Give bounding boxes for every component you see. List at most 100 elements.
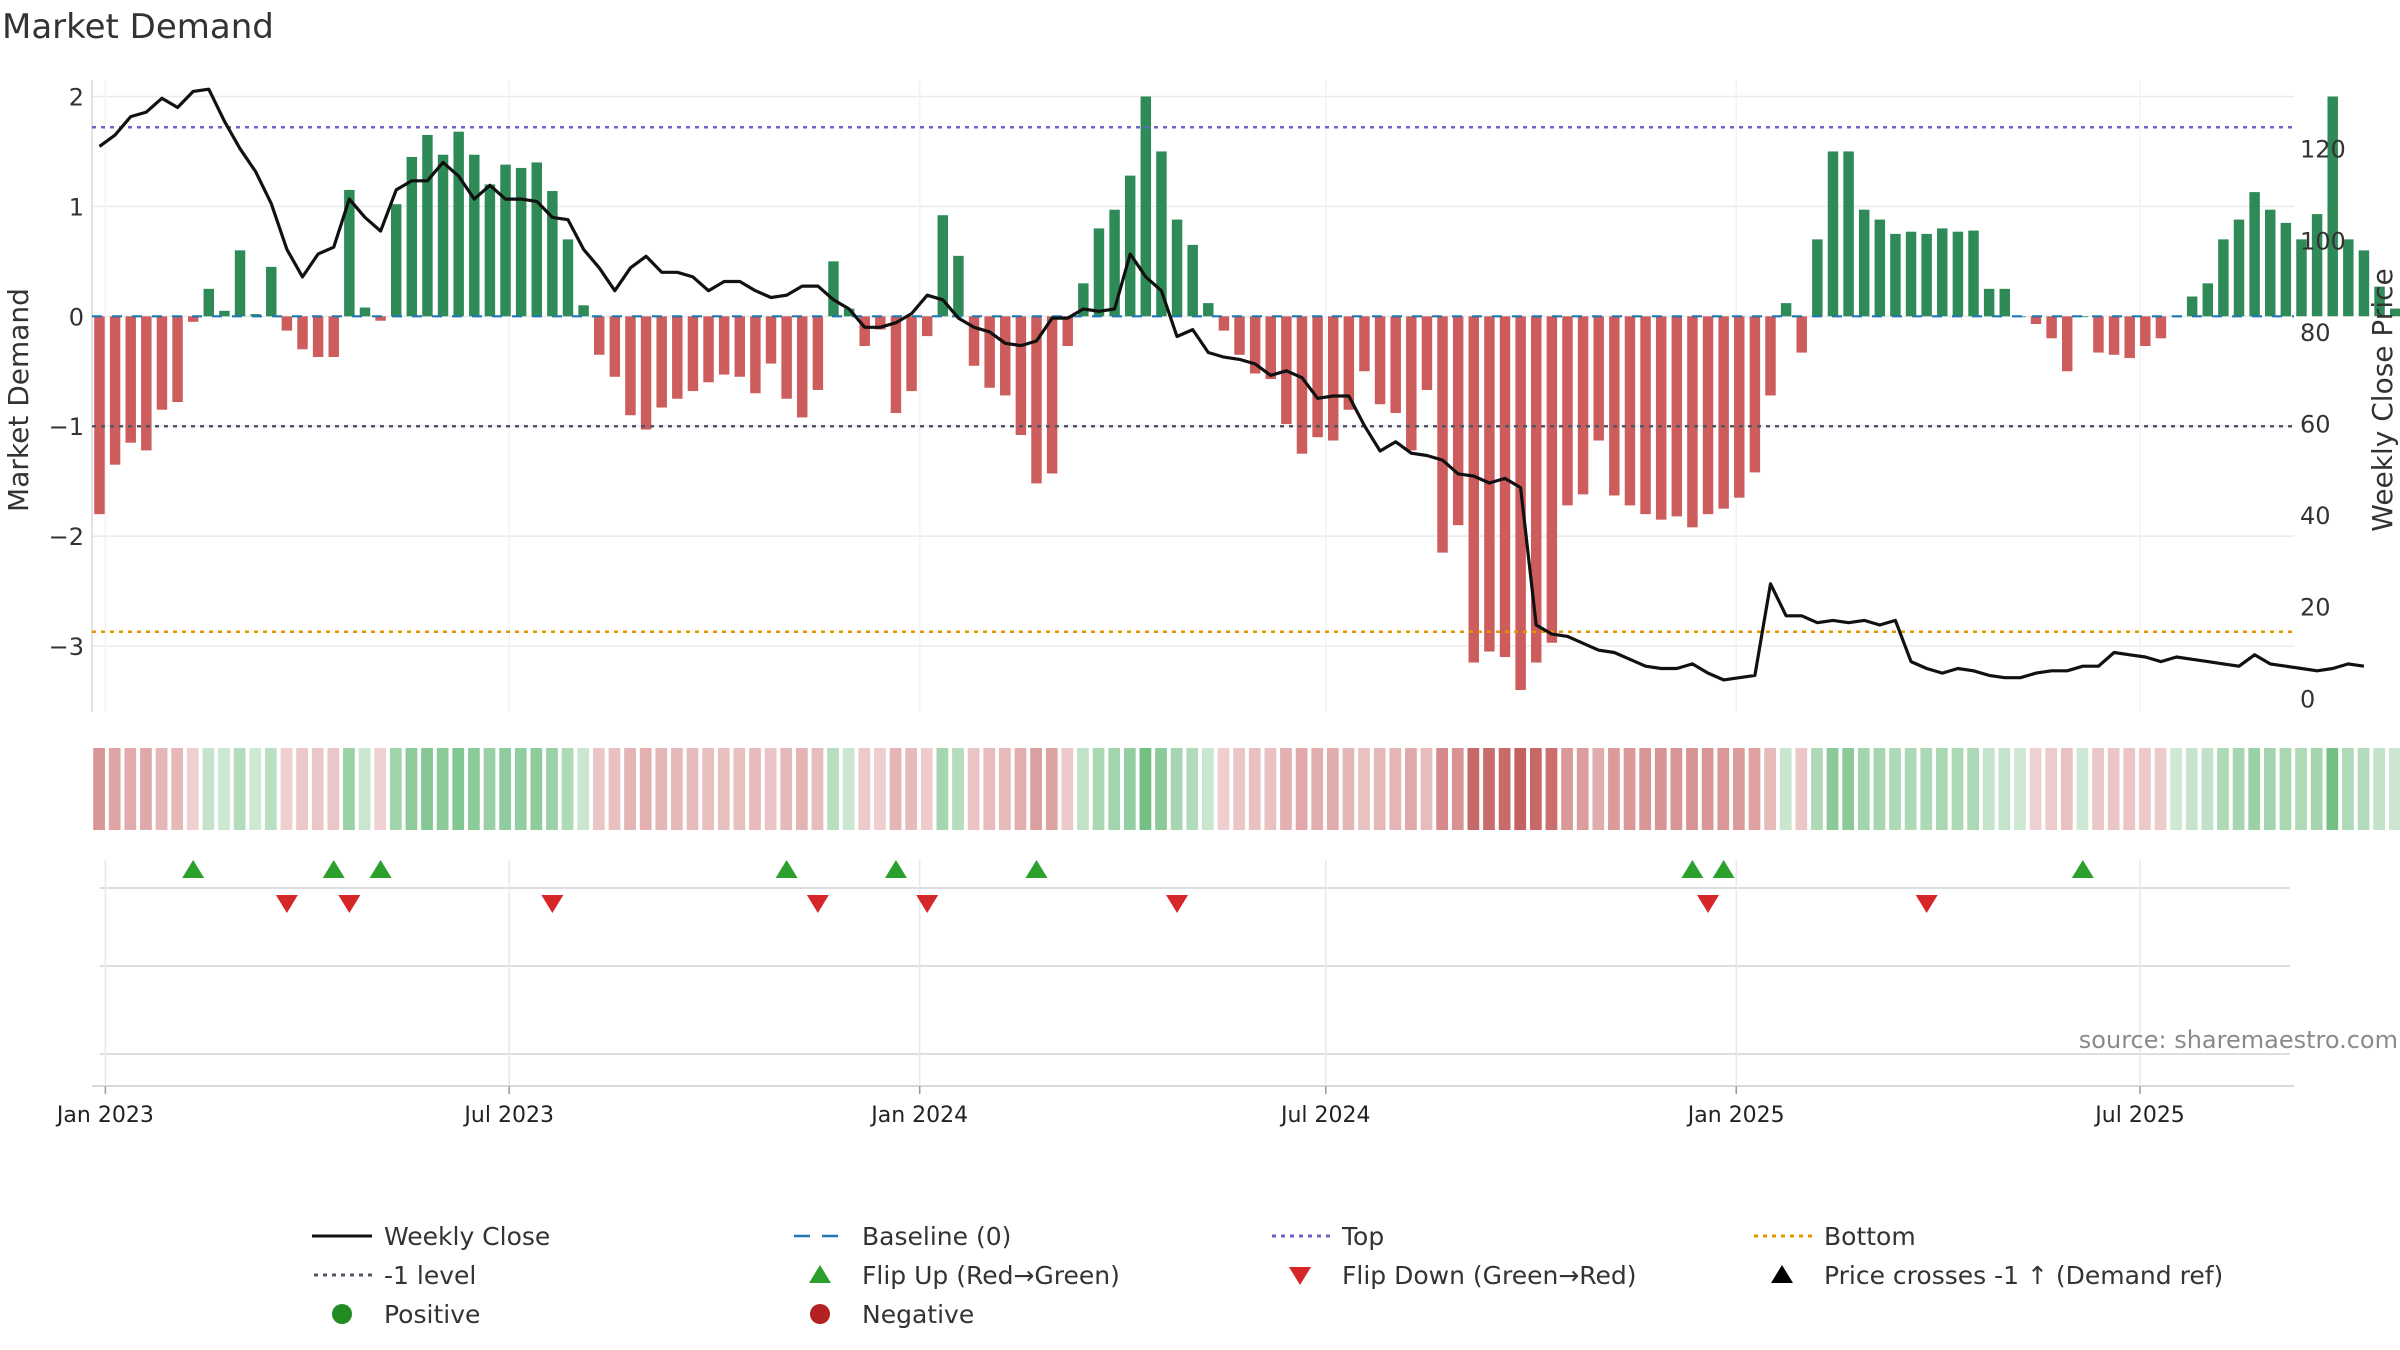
demand-bar (1983, 288, 1995, 317)
heat-cell (296, 748, 308, 830)
heat-cell (1498, 748, 1511, 830)
heat-cell (717, 748, 730, 830)
demand-bar (2280, 222, 2292, 317)
x-tick-label: Jan 2024 (869, 1103, 968, 1128)
heat-cell (2310, 748, 2323, 830)
heat-cell (2373, 748, 2386, 830)
legend-label: Price crosses -1 ↑ (Demand ref) (1824, 1261, 2223, 1290)
legend-label: Baseline (0) (862, 1222, 1011, 1251)
demand-bar (1671, 316, 1683, 517)
heat-cell (1592, 748, 1605, 830)
heat-cell (249, 748, 262, 830)
heat-cell (1654, 748, 1667, 830)
heat-cell (2326, 748, 2339, 830)
demand-bar (1843, 151, 1854, 317)
demand-bar (750, 316, 761, 394)
demand-bars (94, 96, 2400, 691)
flip-down-marker (338, 895, 361, 913)
right-tick-label: 120 (2300, 136, 2346, 164)
heat-cell (358, 748, 371, 830)
demand-bar (1218, 316, 1230, 331)
demand-bar (1015, 316, 1027, 436)
demand-bar (890, 316, 902, 414)
demand-bar (1390, 316, 1401, 414)
heat-cell (155, 748, 168, 830)
demand-bar (672, 316, 683, 399)
demand-bar (2249, 192, 2260, 317)
heat-cell (608, 748, 621, 830)
left-tick-label: 1 (69, 193, 84, 221)
right-tick-label: 40 (2300, 502, 2331, 530)
flip-up-marker (775, 860, 798, 878)
demand-bar (578, 305, 589, 317)
right-tick-label: 100 (2300, 227, 2346, 255)
demand-bar (812, 316, 824, 390)
legend-swatch (1289, 1267, 1311, 1285)
demand-bar (937, 215, 949, 317)
heat-cell (795, 748, 808, 830)
demand-bar (500, 164, 511, 317)
heat-cell (374, 748, 387, 830)
demand-bar (156, 316, 168, 410)
heat-cell (1373, 748, 1386, 830)
left-axis-ticks: 2 1 0 −1 −2 −3 (49, 83, 84, 661)
demand-bar (1562, 316, 1573, 506)
demand-bar (234, 250, 246, 317)
x-axis-ticks: Jan 2023 Jul 2023 Jan 2024 Jul 2024 Jan 2025… (55, 1086, 2185, 1128)
heat-cell (1545, 748, 1558, 830)
legend-item: Price crosses -1 ↑ (Demand ref) (1771, 1261, 2223, 1290)
heat-cell (1608, 748, 1620, 830)
heat-cell (2232, 748, 2245, 830)
demand-bar (2108, 316, 2120, 355)
heat-cell (2107, 748, 2120, 830)
demand-bar (1780, 303, 1792, 317)
demand-bar (828, 261, 839, 317)
legend-swatch (1771, 1265, 1793, 1283)
heat-cell (264, 748, 277, 830)
demand-bar (968, 316, 980, 366)
demand-bar (406, 156, 418, 317)
heat-cell (2388, 748, 2400, 830)
heat-cell (952, 748, 964, 830)
heat-cell (686, 748, 699, 830)
heat-cell (2185, 748, 2198, 830)
demand-bar (422, 134, 433, 317)
demand-bar (1296, 316, 1308, 454)
demand-bar (2311, 214, 2323, 317)
demand-bar (1327, 316, 1339, 441)
demand-bar (1937, 228, 1948, 317)
demand-bar (2296, 239, 2307, 317)
heat-cell (1014, 748, 1027, 830)
heat-cell (1108, 748, 1121, 830)
flip-down-marker (275, 895, 298, 913)
legend-item: -1 level (314, 1261, 476, 1290)
demand-bar (1640, 316, 1651, 515)
heat-cell (1795, 748, 1808, 830)
demand-bar (1406, 316, 1417, 451)
heat-cell (1186, 748, 1199, 830)
heat-cell (1217, 748, 1230, 830)
heat-cell (1123, 748, 1136, 830)
heat-cell (2029, 748, 2042, 830)
demand-bar (312, 316, 324, 357)
heat-cell (2279, 748, 2292, 830)
demand-bar (906, 316, 917, 392)
heat-cell (2248, 748, 2261, 830)
demand-bar (609, 316, 621, 377)
demand-bar (2093, 316, 2104, 353)
heat-cell (2060, 748, 2073, 830)
flip-markers (182, 860, 2094, 913)
demand-bar (1531, 316, 1542, 663)
demand-bar (797, 316, 808, 418)
heat-cell (624, 748, 636, 830)
x-tick-label: Jul 2024 (1279, 1103, 1371, 1128)
demand-bar (437, 154, 449, 317)
heat-cell (546, 748, 558, 830)
demand-bar (1265, 316, 1276, 379)
demand-bar (1968, 230, 1979, 317)
heat-cell (639, 748, 652, 830)
demand-bar (984, 316, 995, 388)
heat-cell (1811, 748, 1823, 830)
demand-bar (281, 316, 293, 331)
demand-bar (2343, 239, 2354, 317)
